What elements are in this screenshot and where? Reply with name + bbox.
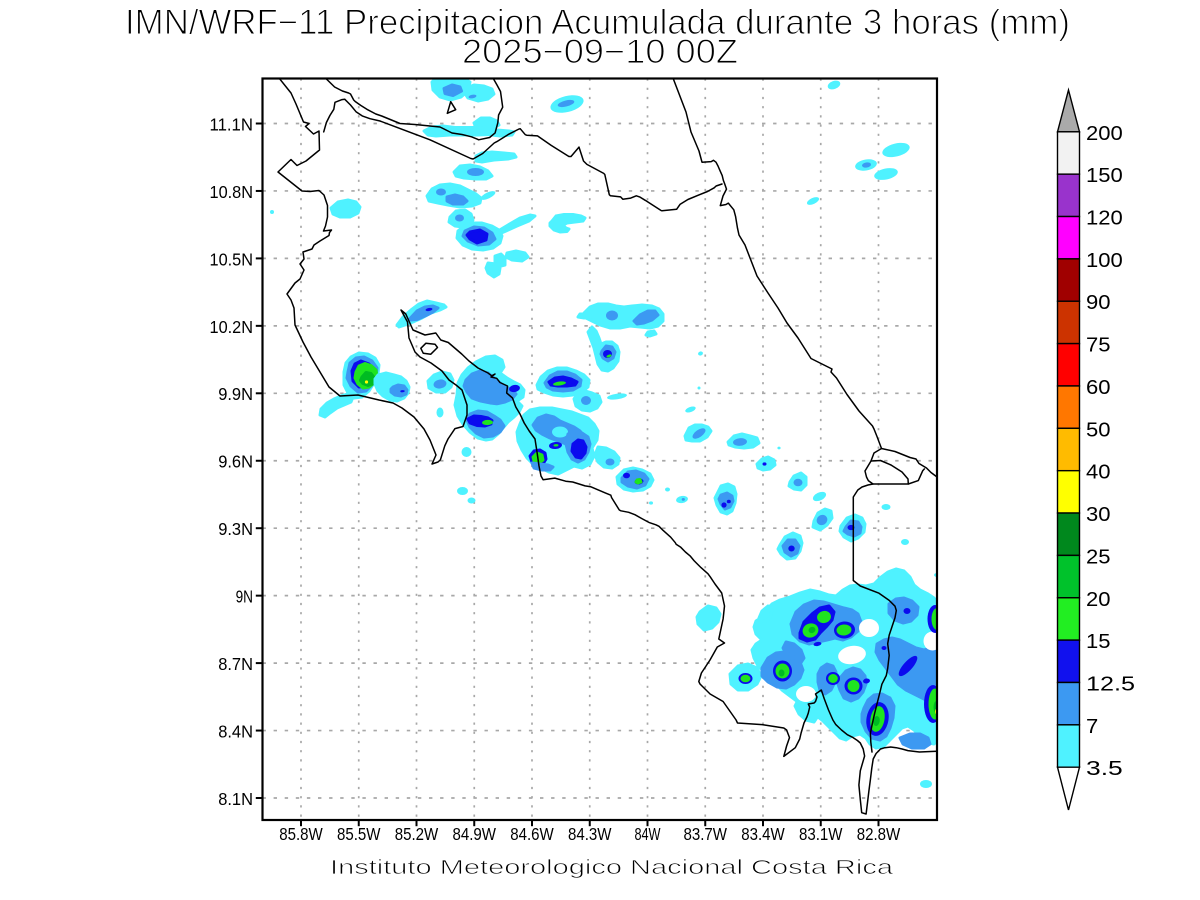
svg-text:9N: 9N [236, 587, 253, 607]
svg-text:120: 120 [1086, 208, 1123, 230]
svg-text:15: 15 [1086, 631, 1111, 653]
svg-text:83.4W: 83.4W [741, 824, 785, 844]
svg-text:84.6W: 84.6W [510, 824, 554, 844]
svg-text:50: 50 [1086, 419, 1111, 441]
svg-text:8.7N: 8.7N [218, 654, 253, 674]
svg-text:90: 90 [1086, 292, 1111, 314]
svg-text:Instituto Meteorologico Nacion: Instituto Meteorologico Nacional Costa R… [330, 856, 894, 879]
svg-text:85.8W: 85.8W [279, 824, 323, 844]
svg-text:84.9W: 84.9W [453, 824, 497, 844]
svg-text:20: 20 [1086, 589, 1111, 611]
svg-text:12.5: 12.5 [1086, 673, 1135, 695]
svg-text:75: 75 [1086, 335, 1111, 357]
svg-text:9.6N: 9.6N [218, 452, 253, 472]
svg-text:10.8N: 10.8N [210, 182, 254, 202]
svg-text:7: 7 [1086, 716, 1098, 738]
svg-text:30: 30 [1086, 504, 1111, 526]
svg-text:200: 200 [1086, 123, 1123, 145]
svg-text:85.5W: 85.5W [337, 824, 381, 844]
svg-text:150: 150 [1086, 165, 1123, 187]
svg-text:84.3W: 84.3W [568, 824, 612, 844]
svg-text:8.1N: 8.1N [218, 789, 253, 809]
svg-text:25: 25 [1086, 546, 1111, 568]
svg-text:100: 100 [1086, 250, 1123, 272]
svg-text:85.2W: 85.2W [395, 824, 439, 844]
svg-text:11.1N: 11.1N [210, 114, 254, 134]
svg-text:60: 60 [1086, 377, 1111, 399]
svg-text:84W: 84W [634, 824, 660, 844]
svg-text:82.8W: 82.8W [857, 824, 901, 844]
svg-text:40: 40 [1086, 462, 1111, 484]
svg-text:8.4N: 8.4N [218, 721, 253, 741]
svg-text:2025−09−10 00Z: 2025−09−10 00Z [462, 33, 738, 71]
svg-text:83.7W: 83.7W [684, 824, 728, 844]
svg-text:3.5: 3.5 [1086, 758, 1123, 780]
svg-text:9.3N: 9.3N [218, 519, 253, 539]
svg-text:83.1W: 83.1W [799, 824, 843, 844]
svg-text:10.2N: 10.2N [210, 317, 254, 337]
svg-text:9.9N: 9.9N [218, 384, 253, 404]
svg-text:10.5N: 10.5N [210, 249, 254, 269]
svg-text:IMN/WRF−11 Precipitacion Acumu: IMN/WRF−11 Precipitacion Acumulada duran… [125, 3, 1070, 42]
